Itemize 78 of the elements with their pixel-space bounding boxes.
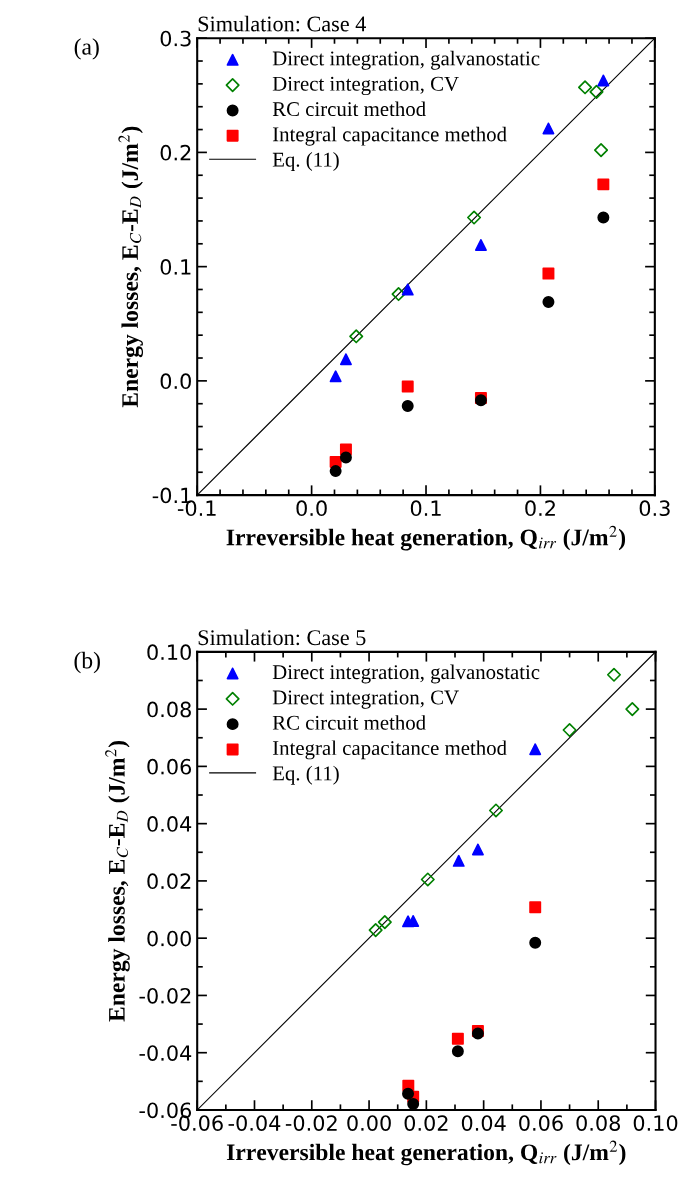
point	[529, 743, 542, 756]
text: (a)	[74, 38, 99, 60]
text: (b)	[74, 651, 100, 674]
x-tick-label: 0.10	[633, 1115, 678, 1131]
point	[542, 296, 555, 309]
x-tick-label: 0.08	[576, 1115, 620, 1131]
legend-label: RC circuit method	[272, 715, 426, 730]
point	[467, 210, 482, 225]
point	[339, 353, 352, 366]
point	[529, 901, 542, 914]
y-tick-label: 0.3	[160, 30, 191, 47]
point	[562, 722, 577, 738]
legend-label: Eq. (11)	[272, 152, 339, 171]
x-tick-label: 0.1	[410, 500, 441, 517]
point	[542, 267, 555, 280]
x-tick-label: 0.3	[639, 500, 670, 517]
y-tick-label: 0.06	[147, 758, 192, 775]
y-tick-label: 0.10	[147, 644, 191, 661]
x-axis-title: Irreversible heat generation, Q$_{irr}$ (J/m$^{2}$)	[226, 1140, 626, 1166]
legend-label: Eq. (11)	[272, 765, 339, 785]
point	[391, 287, 406, 302]
point	[452, 854, 465, 867]
point	[368, 923, 383, 938]
point	[542, 122, 555, 135]
point	[597, 74, 610, 87]
point	[578, 80, 593, 95]
y-tick-label: 0.08	[147, 701, 191, 718]
point	[594, 143, 609, 158]
x-tick-label: -0.04	[228, 1115, 281, 1131]
point	[529, 936, 542, 949]
legend-label: Integral capacitance method	[272, 740, 507, 760]
y-tick-label: -0.02	[139, 987, 191, 1004]
point	[401, 283, 414, 296]
x-tick-label: -0.02	[285, 1115, 337, 1131]
y-tick-label: 0.0	[160, 373, 191, 390]
y-tick-label: -0.04	[139, 1045, 192, 1061]
x-tick-label: 0.2	[525, 500, 555, 517]
y-tick-label: 0.2	[160, 144, 191, 161]
point	[451, 1032, 464, 1045]
point	[471, 843, 484, 856]
chart-title: Simulation: Case 5	[198, 629, 366, 646]
point	[339, 451, 352, 464]
point	[401, 400, 414, 412]
point	[420, 872, 435, 887]
point	[451, 1045, 464, 1058]
x-tick-label: 0.06	[519, 1115, 563, 1131]
point	[402, 1087, 415, 1100]
point	[329, 465, 342, 478]
y-tick-label: 0.04	[147, 816, 192, 832]
x-tick-label: 0.0	[296, 500, 327, 517]
chart-title: Simulation: Case 4	[198, 15, 366, 32]
point	[407, 1097, 420, 1110]
legend-label: Direct integration, CV	[272, 76, 459, 96]
point	[589, 84, 604, 99]
point	[329, 370, 342, 383]
x-axis-title: Irreversible heat generation, Q$_{irr}$ (J/m$^{2}$)	[226, 525, 626, 551]
point	[625, 702, 640, 717]
y-axis-title: Energy losses, E$_{C}$-E$_{D}$ (J/m$^{2}$)	[105, 741, 130, 1022]
y-axis-title: Energy losses, E$_{C}$-E$_{D}$ (J/m$^{2}$)	[118, 126, 144, 408]
point	[488, 803, 504, 818]
point	[377, 915, 392, 930]
x-tick-label: 0.00	[347, 1115, 391, 1131]
legend-label: RC circuit method	[272, 101, 426, 117]
point	[597, 178, 610, 191]
point	[401, 380, 414, 393]
legend-label: Direct integration, galvanostatic	[272, 50, 540, 70]
x-tick-label: 0.02	[404, 1115, 448, 1131]
y-tick-label: 0.1	[160, 259, 191, 275]
y-tick-label: 0.00	[147, 930, 191, 947]
legend-label: Direct integration, CV	[272, 690, 459, 709]
legend-label: Integral capacitance method	[272, 126, 507, 146]
y-tick-label: 0.02	[147, 873, 191, 890]
point	[606, 667, 622, 682]
legend-label: Direct integration, galvanostatic	[272, 664, 540, 684]
point	[597, 211, 610, 224]
point	[349, 329, 364, 344]
x-tick-label: 0.04	[461, 1115, 506, 1131]
point	[474, 238, 487, 251]
